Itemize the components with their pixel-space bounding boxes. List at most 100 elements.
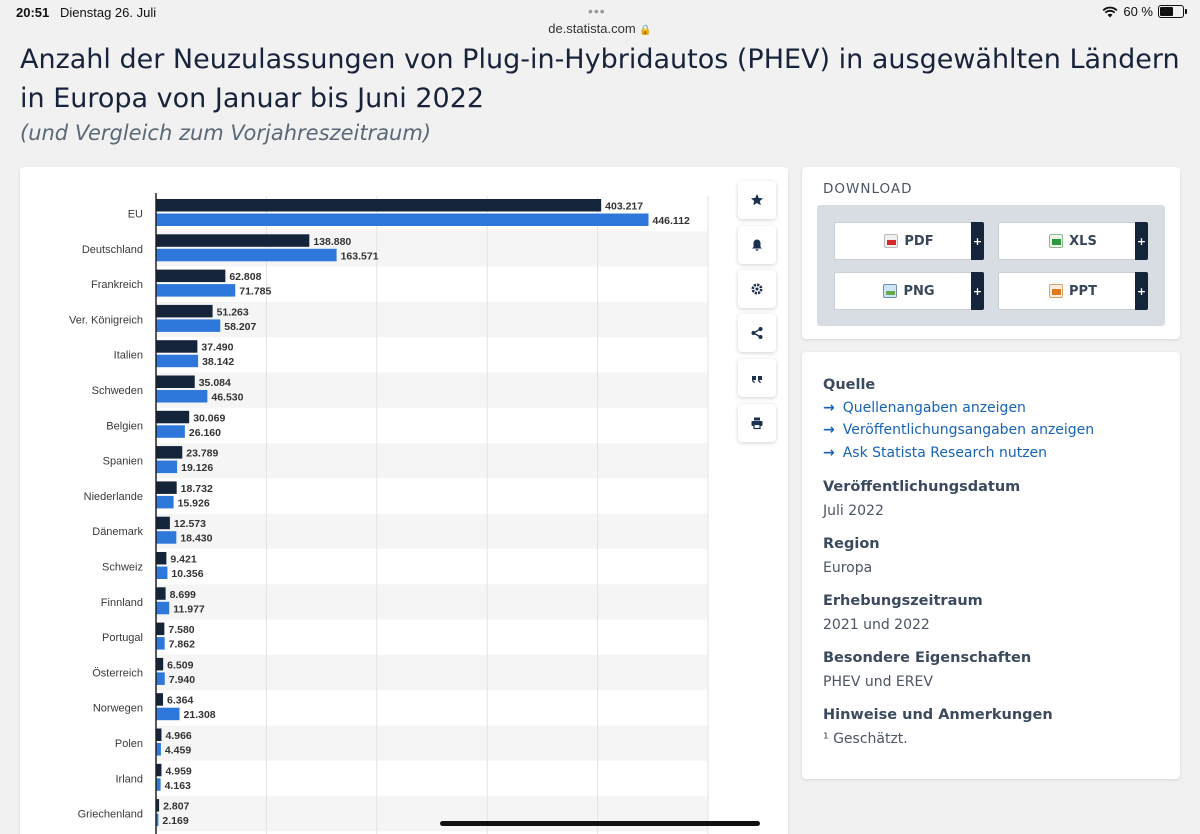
- bar: [156, 587, 166, 600]
- row-stripe: [156, 654, 708, 691]
- bar: [156, 460, 178, 474]
- bar: [156, 425, 185, 438]
- bar: [156, 304, 213, 318]
- bar: [156, 531, 177, 544]
- plus-icon[interactable]: +: [971, 222, 984, 260]
- source-link[interactable]: → Quellenangaben anzeigen: [823, 400, 1026, 416]
- quote-icon: [752, 376, 762, 383]
- bar: [156, 743, 161, 756]
- bar: [156, 248, 337, 262]
- plus-icon[interactable]: +: [1135, 222, 1148, 260]
- status-date: Dienstag 26. Juli: [60, 5, 157, 20]
- category-label: Schweiz: [102, 562, 143, 574]
- bar: [156, 390, 208, 403]
- bar: [156, 552, 167, 565]
- download-panel: PDF + XLS + PNG + PPT +: [817, 205, 1165, 326]
- publication-link[interactable]: → Veröffentlichungsangaben anzeigen: [823, 422, 1094, 438]
- bar: [156, 213, 649, 226]
- data-label: 62.808: [229, 271, 261, 283]
- chart-card: EU 403.217 446.112 Deutschland 138.880 163.57…: [20, 167, 788, 834]
- data-label: 18.430: [180, 533, 212, 545]
- status-time: 20:51: [16, 5, 50, 20]
- category-label: Norwegen: [93, 703, 143, 715]
- favorite-button[interactable]: [738, 181, 776, 219]
- row-stripe: [156, 725, 708, 761]
- data-label: 2.169: [162, 815, 188, 827]
- more-dots-icon[interactable]: •••: [588, 3, 606, 19]
- data-label: 35.084: [199, 377, 231, 389]
- data-label: 7.580: [168, 624, 194, 636]
- status-indicators: 60 %: [1102, 4, 1187, 19]
- bar: [156, 622, 165, 636]
- bar: [156, 516, 170, 530]
- bar: [156, 446, 183, 459]
- pdf-file-icon: [884, 234, 899, 248]
- data-label: 51.263: [217, 306, 249, 318]
- data-label: 6.364: [167, 695, 193, 707]
- data-label: 12.573: [174, 518, 206, 530]
- data-label: 4.966: [165, 730, 191, 742]
- bar: [156, 375, 195, 388]
- notes-value: ¹ Geschätzt.: [823, 731, 908, 747]
- data-label: 9.421: [170, 554, 196, 566]
- status-bar: 20:51 Dienstag 26. Juli ••• de.statista.…: [0, 0, 1200, 46]
- print-button[interactable]: [738, 404, 776, 442]
- data-label: 58.207: [224, 321, 256, 333]
- bar: [156, 269, 226, 283]
- ppt-file-icon: [1049, 284, 1064, 298]
- notification-button[interactable]: [738, 226, 776, 264]
- bar: [156, 657, 164, 671]
- bar: [156, 637, 165, 650]
- data-label: 21.308: [184, 709, 216, 721]
- data-label: 18.732: [181, 483, 213, 495]
- download-pdf-label: PDF: [904, 233, 934, 249]
- plus-icon[interactable]: +: [971, 272, 984, 310]
- download-card: DOWNLOAD PDF + XLS + PNG + PPT +: [802, 167, 1180, 339]
- special-heading: Besondere Eigenschaften: [823, 650, 1032, 666]
- data-label: 11.977: [173, 603, 205, 615]
- data-label: 37.490: [201, 342, 233, 354]
- data-label: 4.959: [165, 765, 191, 777]
- category-label: Italien: [114, 350, 143, 362]
- download-xls-button[interactable]: XLS +: [998, 222, 1148, 260]
- row-stripe: [156, 796, 708, 832]
- gear-icon: [751, 283, 763, 295]
- settings-button[interactable]: [738, 270, 776, 308]
- page-subtitle: (und Vergleich zum Vorjahreszeitraum): [20, 121, 432, 145]
- bar: [156, 284, 236, 297]
- category-label: EU: [128, 209, 143, 221]
- download-xls-label: XLS: [1069, 233, 1097, 249]
- arrow-right-icon: →: [823, 445, 835, 461]
- cite-button[interactable]: [738, 359, 776, 397]
- star-icon: [751, 194, 763, 206]
- print-icon: [751, 417, 763, 430]
- row-stripe: [156, 584, 708, 620]
- address-bar[interactable]: de.statista.com 🔒: [0, 21, 1200, 36]
- region-heading: Region: [823, 536, 880, 552]
- png-file-icon: [883, 284, 898, 298]
- data-label: 71.785: [239, 286, 271, 298]
- download-ppt-button[interactable]: PPT +: [998, 272, 1148, 310]
- download-png-button[interactable]: PNG +: [834, 272, 984, 310]
- data-label: 7.862: [169, 639, 195, 651]
- share-button[interactable]: [738, 314, 776, 352]
- category-label: Schweden: [92, 385, 143, 397]
- special-value: PHEV und EREV: [823, 674, 933, 690]
- pub-date-heading: Veröffentlichungsdatum: [823, 479, 1021, 495]
- bar: [156, 354, 199, 368]
- home-indicator[interactable]: [440, 821, 760, 826]
- download-title: DOWNLOAD: [823, 181, 913, 197]
- data-label: 46.530: [211, 392, 243, 404]
- bar: [156, 495, 174, 509]
- bar: [156, 319, 221, 332]
- data-label: 10.356: [171, 568, 203, 580]
- wifi-icon: [1102, 6, 1118, 17]
- download-pdf-button[interactable]: PDF +: [834, 222, 984, 260]
- plus-icon[interactable]: +: [1135, 272, 1148, 310]
- bar-chart: EU 403.217 446.112 Deutschland 138.880 163.57…: [69, 193, 709, 834]
- publication-link-label: Veröffentlichungsangaben anzeigen: [842, 422, 1095, 438]
- research-link[interactable]: → Ask Statista Research nutzen: [823, 445, 1047, 461]
- bar: [156, 199, 602, 212]
- bar: [156, 693, 164, 706]
- share-icon: [751, 327, 763, 339]
